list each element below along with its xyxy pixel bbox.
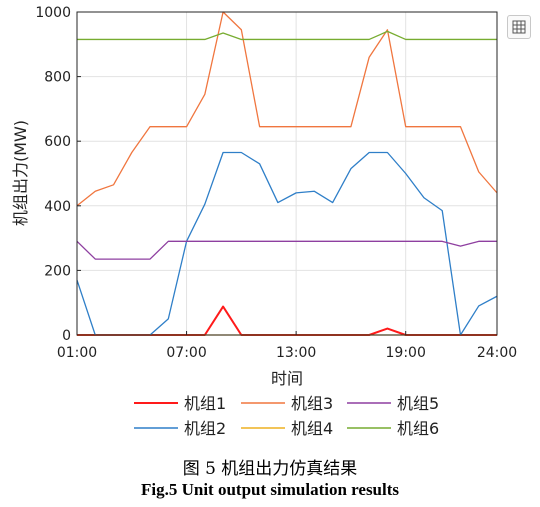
y-tick-label: 800 [44, 70, 71, 86]
figure-caption-english: Fig.5 Unit output simulation results [140, 480, 400, 499]
legend-label: 机组3 [291, 394, 333, 413]
x-tick-label: 24:00 [477, 345, 517, 361]
x-tick-label: 19:00 [386, 345, 426, 361]
line-chart: 0 200 400 600 800 1000 01:00 07:00 13:00 19:00 24:… [11, 5, 517, 438]
legend-label: 机组5 [397, 394, 439, 413]
series-layer [76, 11, 498, 336]
plot-frame [76, 11, 498, 336]
series-line-2 [76, 151, 498, 336]
legend: 机组1 机组2 机组3 机组4 机组5 机组6 [134, 394, 439, 438]
y-tick-label: 0 [62, 328, 71, 344]
x-tick-label: 07:00 [166, 345, 206, 361]
legend-item: 机组2 [134, 419, 226, 438]
y-axis-label: 机组出力(MW) [11, 120, 30, 226]
axes-toolbar-icon [512, 20, 526, 34]
legend-item: 机组6 [347, 419, 439, 438]
axes-toolbar-button[interactable] [507, 15, 531, 39]
y-tick-label: 200 [44, 263, 71, 279]
legend-item: 机组1 [134, 394, 226, 413]
series-line-5 [76, 240, 497, 260]
x-axis-label: 时间 [271, 369, 303, 388]
x-tick-label: 01:00 [57, 345, 97, 361]
x-tick-label: 13:00 [276, 345, 316, 361]
grid [76, 11, 498, 336]
legend-label: 机组1 [184, 394, 226, 413]
legend-item: 机组5 [347, 394, 439, 413]
figure-caption-chinese: 图 5 机组出力仿真结果 [182, 459, 358, 479]
series-line-3 [76, 11, 498, 207]
series-line-1 [77, 305, 497, 336]
series-line-6 [77, 30, 497, 41]
legend-label: 机组4 [291, 419, 333, 438]
y-tick-label: 400 [44, 199, 71, 215]
legend-label: 机组6 [397, 419, 439, 438]
tick-labels: 0 200 400 600 800 1000 01:00 07:00 13:00 19:00 24:… [35, 5, 517, 361]
legend-item: 机组3 [241, 394, 333, 413]
y-tick-label: 600 [44, 134, 71, 150]
y-tick-label: 1000 [35, 5, 71, 21]
legend-label: 机组2 [184, 419, 226, 438]
legend-item: 机组4 [241, 419, 333, 438]
